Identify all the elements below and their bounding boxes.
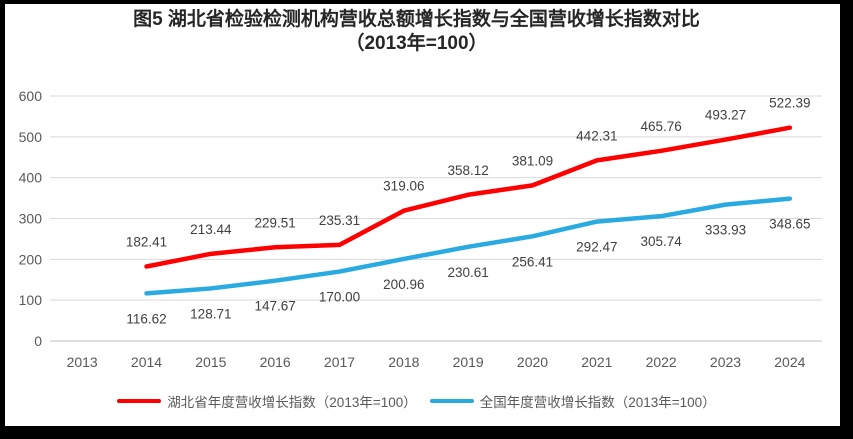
data-label: 128.71 [190, 306, 231, 321]
data-label: 442.31 [576, 128, 617, 143]
chart-title-line2: （2013年=100） [345, 33, 488, 54]
legend-item-hubei: 湖北省年度营收增长指数（2013年=100） [117, 391, 417, 411]
data-label: 333.93 [705, 223, 746, 238]
data-label: 200.96 [383, 277, 424, 292]
x-tick-label: 2015 [195, 354, 226, 370]
data-label: 522.39 [769, 96, 810, 111]
data-label: 213.44 [190, 222, 232, 237]
x-tick-label: 2020 [517, 354, 548, 370]
chart-title-line1: 图5 湖北省检验检测机构营收总额增长指数与全国营收增长指数对比 [133, 9, 700, 30]
data-label: 358.12 [448, 163, 489, 178]
data-label: 493.27 [705, 108, 746, 123]
legend-item-national: 全国年度营收增长指数（2013年=100） [429, 391, 716, 411]
x-tick-label: 2014 [131, 354, 162, 370]
x-tick-label: 2018 [388, 354, 419, 370]
y-tick-label: 0 [34, 333, 42, 349]
data-label: 292.47 [576, 240, 617, 255]
data-label: 230.61 [448, 265, 489, 280]
data-label: 465.76 [641, 119, 682, 134]
national-series-line-swatch-icon [429, 398, 474, 404]
data-label: 381.09 [512, 153, 553, 168]
data-label: 235.31 [319, 213, 360, 228]
data-label: 116.62 [126, 311, 166, 326]
x-tick-label: 2017 [324, 354, 355, 370]
hubei-series-line-swatch-icon [117, 398, 162, 404]
x-tick-label: 2021 [581, 354, 612, 370]
x-tick-label: 2013 [67, 354, 98, 370]
data-label: 147.67 [255, 299, 296, 314]
data-label: 305.74 [641, 234, 683, 249]
x-tick-label: 2023 [710, 354, 741, 370]
y-tick-label: 200 [19, 251, 43, 267]
x-tick-label: 2024 [774, 354, 805, 370]
data-label: 319.06 [383, 179, 424, 194]
y-tick-label: 300 [19, 211, 43, 227]
y-tick-label: 600 [19, 88, 43, 104]
data-label: 170.00 [319, 290, 360, 305]
y-tick-label: 100 [19, 292, 43, 308]
legend-label-national: 全国年度营收增长指数（2013年=100） [479, 395, 716, 410]
x-tick-label: 2019 [453, 354, 484, 370]
data-label: 182.41 [126, 235, 167, 250]
series-line-0 [144, 125, 793, 269]
legend-label-hubei: 湖北省年度营收增长指数（2013年=100） [167, 395, 417, 410]
chart-title: 图5 湖北省检验检测机构营收总额增长指数与全国营收增长指数对比 （2013年=1… [0, 8, 833, 56]
x-tick-label: 2016 [260, 354, 291, 370]
data-label: 256.41 [512, 254, 553, 269]
chart-legend: 湖北省年度营收增长指数（2013年=100） 全国年度营收增长指数（2013年=… [0, 390, 833, 412]
data-label: 229.51 [255, 215, 296, 230]
series-line-1 [144, 196, 793, 296]
y-tick-label: 500 [19, 129, 43, 145]
y-tick-label: 400 [19, 170, 43, 186]
x-tick-label: 2022 [646, 354, 677, 370]
data-label: 348.65 [769, 217, 810, 232]
